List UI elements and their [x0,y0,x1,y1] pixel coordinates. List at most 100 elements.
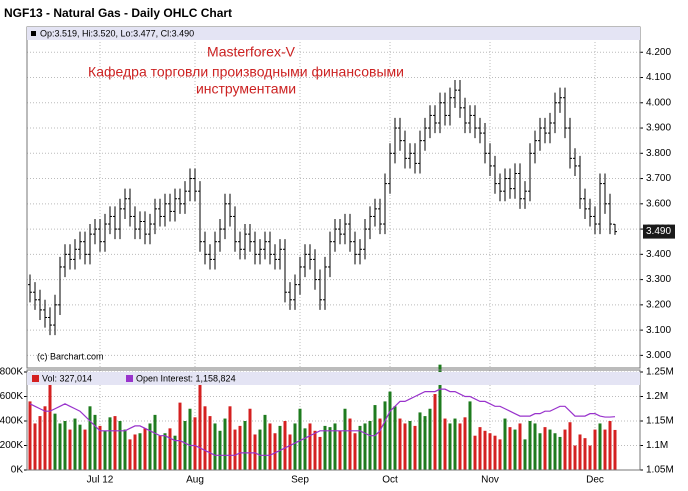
y-tick-label: 3.600 [646,198,671,209]
volume-bar [428,408,432,470]
y2-tick-label: 1.2M [646,391,668,402]
y-tick-label: 3.200 [646,299,671,310]
volume-bar [288,434,292,470]
legend-swatch [126,375,133,382]
volume-bar [188,408,192,470]
x-tick-label: Oct [382,475,398,486]
volume-bar [393,406,397,470]
volume-bar [378,418,382,470]
x-tick-label: Aug [186,475,204,486]
volume-bar [78,424,82,470]
volume-bar [138,433,142,470]
volume-bar [453,418,457,470]
volume-bar [493,435,497,470]
info-band [27,27,640,40]
volume-bar [508,427,512,470]
ohlc-info: Op:3.519, Hi:3.520, Lo:3.477, Cl:3.490 [40,28,194,38]
volume-bar [208,416,212,470]
volume-bar [528,421,532,470]
y-tick-label: 200K [0,440,23,451]
open-interest-line [29,388,616,456]
volume-bar [603,429,607,470]
volume-bar [398,418,402,470]
volume-bar [563,429,567,470]
volume-bar [388,391,392,470]
annotation: Кафедра торговли производными финансовым… [88,64,404,80]
volume-bar [183,421,187,470]
volume-bar [258,429,262,470]
volume-bar [223,418,227,470]
last-price-box [643,224,675,239]
volume-bar [588,445,592,470]
volume-bar [193,417,197,470]
volume-bar [73,418,77,470]
volume-bar [568,422,572,470]
y2-tick-label: 1.15M [646,416,674,427]
volume-bar [383,401,387,470]
volume-bar [83,429,87,470]
y-tick-label: 3.400 [646,249,671,260]
last-price-label: 3.490 [646,226,671,237]
volume-bar [303,428,307,470]
volume-bar [133,434,137,470]
volume-bar [433,394,437,470]
volume-bar [418,412,422,470]
volume-bar [323,425,327,470]
volume-bar [253,434,257,470]
volume-bar [313,430,317,470]
volume-bar [38,416,42,470]
volume-bar [103,430,107,470]
y-tick-label: 400K [0,416,23,427]
ohlc-bars [28,80,617,336]
volume-bar [368,421,372,470]
volume-bar [53,413,57,470]
volume-bar [598,423,602,470]
y-tick-label: 4.100 [646,72,671,83]
volume-bar [218,430,222,470]
volume-bar [173,435,177,470]
volume-bar [373,405,377,470]
x-tick-label: Dec [586,475,604,486]
y-tick-label: 3.300 [646,274,671,285]
volume-bar [438,364,442,470]
volume-bar [348,418,352,470]
volume-bar [178,402,182,470]
volume-bar [498,439,502,470]
y-tick-label: 600K [0,391,23,402]
volume-bar [268,423,272,470]
volume-bar [413,425,417,470]
volume-bar [538,433,542,470]
volume-bar [28,401,32,470]
volume-bar [353,433,357,470]
volume-bar [513,429,517,470]
volume-bar [293,423,297,470]
volume-bar [333,423,337,470]
volume-bar [608,421,612,470]
volume-bar [533,423,537,470]
volume-bar [408,421,412,470]
volume-bar [248,408,252,470]
volume-bar [523,439,527,470]
legend-swatch [32,375,39,382]
volume-bar [263,414,267,470]
volume-bar [93,414,97,470]
y2-tick-label: 1.05M [646,465,674,476]
volume-bar [343,408,347,470]
volume-bar [308,423,312,470]
y-tick-label: 3.100 [646,325,671,336]
y-tick-label: 3.900 [646,123,671,134]
volume-bar [238,425,242,470]
volume-bar [583,438,587,470]
y-tick-label: 3.000 [646,350,671,361]
volume-bar [143,428,147,470]
volume-bar [298,408,302,470]
volume-bar [233,429,237,470]
volume-bar [478,427,482,470]
volume-bar [423,416,427,470]
y2-tick-label: 1.25M [646,367,674,378]
annotation: Masterforex-V [207,44,296,60]
volume-bar [593,429,597,470]
volume-bar [98,425,102,470]
volume-bar [33,423,37,470]
x-tick-label: Sep [291,475,309,486]
